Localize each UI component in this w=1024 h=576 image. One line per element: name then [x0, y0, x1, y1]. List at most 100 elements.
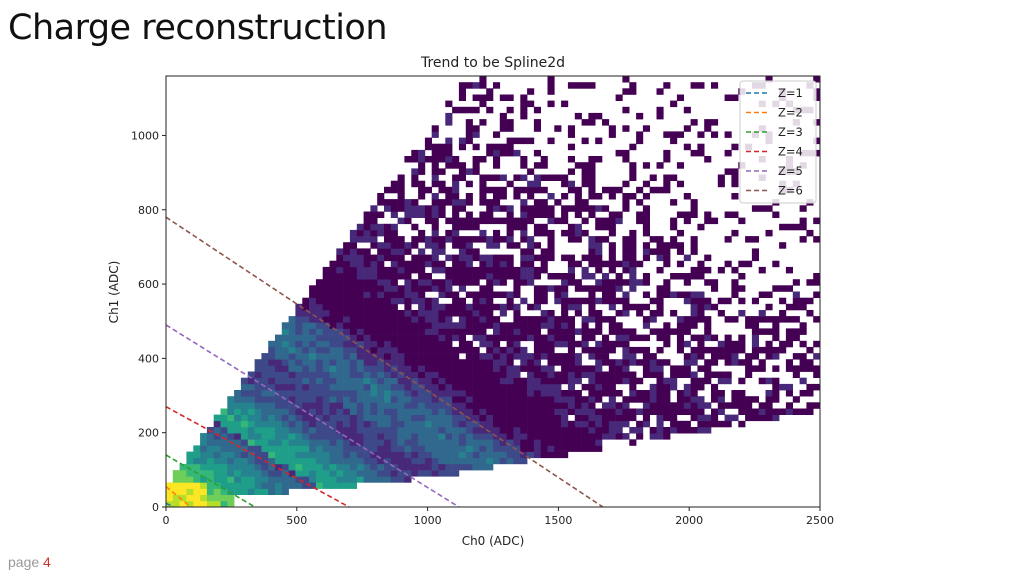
- heatmap-cell: [629, 427, 637, 434]
- heatmap-cell: [513, 396, 521, 403]
- heatmap-cell: [676, 248, 684, 255]
- heatmap-cell: [343, 254, 351, 262]
- heatmap-cell: [322, 328, 330, 335]
- heatmap-cell: [486, 279, 494, 286]
- heatmap-cell: [247, 371, 255, 378]
- heatmap-cell: [281, 488, 289, 495]
- heatmap-cell: [281, 322, 289, 329]
- heatmap-cell: [663, 402, 671, 409]
- heatmap-cell: [315, 359, 323, 366]
- heatmap-cell: [520, 420, 528, 428]
- page-footer: page 4: [8, 554, 51, 570]
- heatmap-cell: [404, 340, 412, 348]
- heatmap-cell: [683, 427, 691, 434]
- heatmap-cell: [731, 285, 739, 292]
- heatmap-cell: [445, 371, 453, 378]
- heatmap-cell: [472, 322, 480, 329]
- heatmap-cell: [745, 236, 753, 243]
- heatmap-cell: [527, 451, 535, 459]
- heatmap-cell: [418, 334, 426, 342]
- heatmap-cell: [445, 316, 453, 323]
- heatmap-cell: [608, 217, 616, 225]
- heatmap-cell: [309, 297, 317, 305]
- heatmap-cell: [404, 297, 412, 305]
- heatmap-cell: [261, 463, 269, 471]
- heatmap-cell: [615, 211, 623, 218]
- heatmap-cell: [384, 396, 392, 403]
- heatmap-cell: [193, 463, 201, 471]
- heatmap-cell: [438, 463, 446, 471]
- heatmap-cell: [275, 482, 283, 489]
- heatmap-cell: [533, 383, 541, 391]
- heatmap-cell: [370, 470, 378, 477]
- heatmap-cell: [506, 408, 514, 415]
- heatmap-cell: [704, 334, 712, 342]
- heatmap-cell: [704, 316, 712, 323]
- heatmap-cell: [424, 211, 432, 218]
- heatmap-cell: [424, 420, 432, 428]
- heatmap-cell: [697, 420, 705, 428]
- heatmap-cell: [486, 377, 494, 385]
- heatmap-cell: [493, 291, 501, 298]
- heatmap-cell: [629, 334, 637, 342]
- heatmap-cell: [404, 383, 412, 391]
- heatmap-cell: [254, 383, 262, 391]
- heatmap-cell: [574, 353, 582, 360]
- heatmap-cell: [206, 494, 214, 502]
- heatmap-cell: [343, 328, 351, 335]
- heatmap-cell: [295, 420, 303, 428]
- heatmap-cell: [472, 162, 480, 169]
- heatmap-cell: [486, 211, 494, 218]
- heatmap-cell: [554, 445, 562, 452]
- heatmap-cell: [608, 390, 616, 397]
- heatmap-cell: [574, 439, 582, 446]
- heatmap-cell: [533, 427, 541, 434]
- heatmap-cell: [554, 353, 562, 360]
- heatmap-cell: [261, 359, 269, 366]
- heatmap-cell: [615, 377, 623, 385]
- heatmap-cell: [322, 427, 330, 434]
- heatmap-cell: [315, 451, 323, 459]
- heatmap-cell: [772, 316, 780, 323]
- heatmap-cell: [751, 254, 759, 262]
- heatmap-cell: [581, 402, 589, 409]
- heatmap-cell: [452, 260, 460, 268]
- heatmap-cell: [486, 390, 494, 397]
- heatmap-cell: [458, 371, 466, 378]
- heatmap-cell: [486, 451, 494, 459]
- heatmap-cell: [465, 242, 473, 249]
- heatmap-cell: [329, 285, 337, 292]
- heatmap-cell: [547, 451, 555, 459]
- heatmap-cell: [336, 279, 344, 286]
- heatmap-cell: [561, 377, 569, 385]
- heatmap-cell: [547, 174, 555, 181]
- heatmap-cell: [676, 94, 684, 101]
- heatmap-cell: [493, 365, 501, 372]
- heatmap-cell: [363, 334, 371, 342]
- heatmap-cell: [254, 365, 262, 372]
- heatmap-cell: [493, 149, 501, 157]
- heatmap-cell: [520, 451, 528, 459]
- heatmap-cell: [656, 396, 664, 403]
- heatmap-cell: [533, 365, 541, 372]
- heatmap-cell: [200, 463, 208, 471]
- heatmap-cell: [281, 408, 289, 415]
- heatmap-cell: [431, 279, 439, 286]
- heatmap-cell: [683, 254, 691, 262]
- heatmap-cell: [547, 242, 555, 249]
- heatmap-cell: [588, 193, 596, 200]
- heatmap-cell: [309, 383, 317, 391]
- heatmap-cell: [213, 445, 221, 452]
- heatmap-cell: [567, 445, 575, 452]
- heatmap-cell: [295, 396, 303, 403]
- heatmap-cell: [806, 365, 814, 372]
- heatmap-cell: [309, 365, 317, 372]
- heatmap-cell: [656, 359, 664, 366]
- heatmap-cell: [792, 328, 800, 335]
- heatmap-cell: [370, 451, 378, 459]
- heatmap-cell: [377, 223, 385, 231]
- heatmap-cell: [377, 420, 385, 428]
- heatmap-cell: [363, 211, 371, 218]
- heatmap-cell: [724, 359, 732, 366]
- heatmap-cell: [799, 359, 807, 366]
